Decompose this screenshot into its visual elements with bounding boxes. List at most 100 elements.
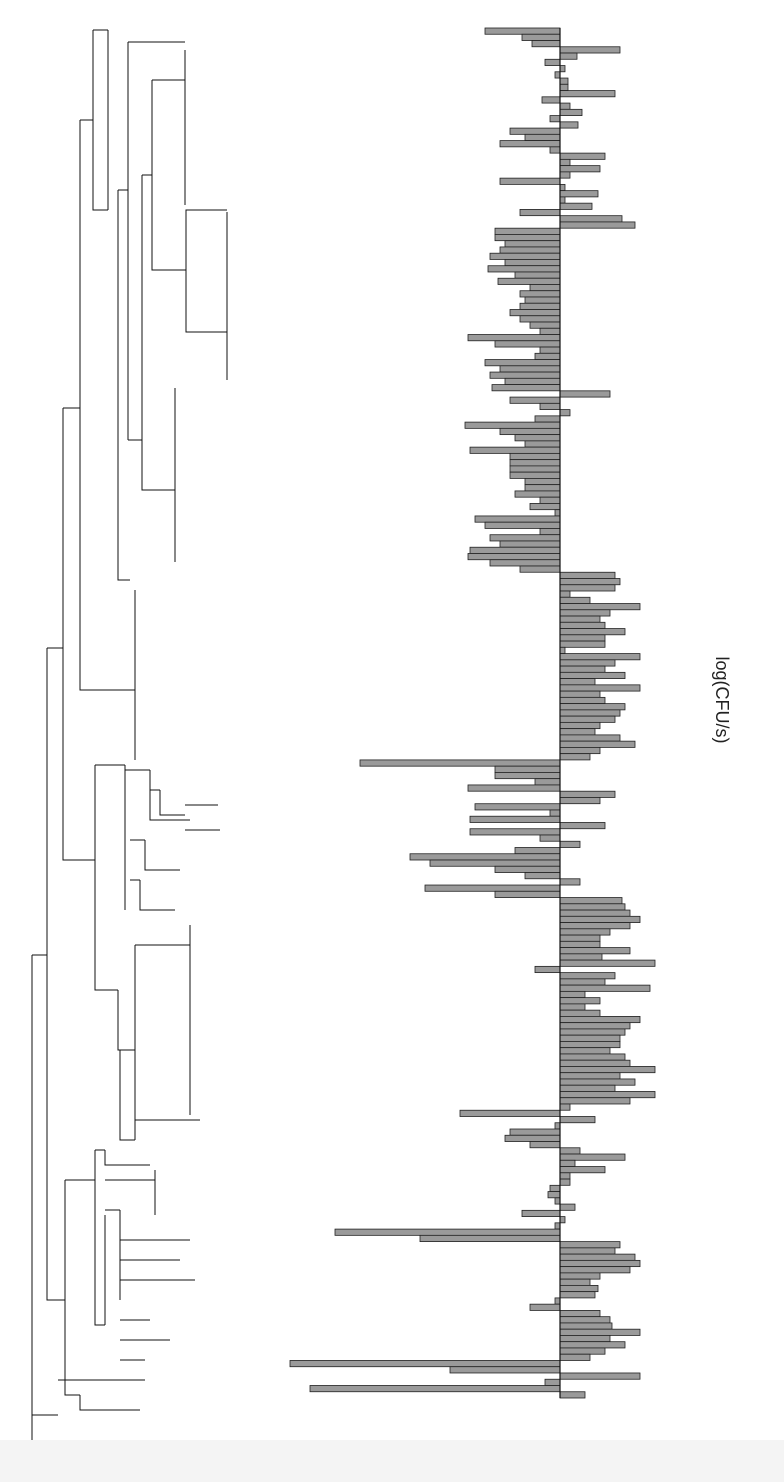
bar bbox=[529, 284, 561, 292]
bar bbox=[544, 1378, 561, 1386]
bar bbox=[559, 1347, 606, 1355]
bar bbox=[484, 521, 561, 529]
bar bbox=[559, 753, 591, 761]
bar bbox=[539, 496, 561, 504]
bar bbox=[509, 471, 561, 479]
bar bbox=[559, 1372, 641, 1380]
bar bbox=[474, 803, 561, 811]
bar bbox=[559, 715, 616, 723]
bar bbox=[494, 340, 561, 348]
bar bbox=[559, 984, 651, 992]
bar bbox=[334, 1228, 561, 1236]
bar bbox=[559, 915, 641, 923]
bar bbox=[559, 584, 616, 592]
bar bbox=[559, 671, 626, 679]
bar bbox=[534, 965, 561, 974]
bar bbox=[559, 1178, 571, 1186]
bar bbox=[559, 721, 601, 730]
bar bbox=[559, 665, 606, 673]
bar bbox=[559, 1072, 621, 1080]
bar bbox=[559, 646, 566, 654]
bar bbox=[494, 227, 561, 235]
bar bbox=[559, 940, 601, 948]
bar bbox=[559, 978, 606, 986]
bar bbox=[559, 959, 656, 967]
bar bbox=[539, 528, 561, 536]
bar bbox=[491, 384, 561, 392]
bar bbox=[559, 1322, 613, 1330]
bar bbox=[504, 1134, 561, 1142]
bar bbox=[539, 346, 561, 354]
bar bbox=[559, 1059, 631, 1067]
bar bbox=[559, 684, 641, 692]
bar bbox=[559, 909, 631, 917]
bar bbox=[539, 402, 561, 410]
bar bbox=[554, 1222, 561, 1230]
bar bbox=[559, 1266, 631, 1274]
bar bbox=[559, 1078, 636, 1086]
bar bbox=[559, 1259, 641, 1268]
bar bbox=[524, 872, 561, 880]
bar bbox=[499, 427, 561, 436]
bar bbox=[504, 377, 561, 385]
bar bbox=[467, 784, 561, 792]
bar bbox=[559, 634, 606, 642]
bar bbox=[524, 478, 561, 486]
bar bbox=[549, 1184, 561, 1192]
bar bbox=[559, 1147, 581, 1155]
bar bbox=[494, 772, 561, 780]
bar bbox=[559, 1003, 586, 1011]
bar bbox=[539, 327, 561, 335]
bar bbox=[514, 490, 561, 498]
bar bbox=[544, 58, 561, 66]
bar bbox=[559, 1278, 591, 1286]
bar bbox=[459, 1109, 561, 1117]
bar bbox=[534, 778, 561, 786]
bar bbox=[554, 1122, 561, 1130]
bar bbox=[424, 884, 561, 892]
bar bbox=[559, 947, 631, 955]
bar bbox=[484, 27, 561, 35]
bar bbox=[559, 1066, 656, 1074]
bar bbox=[499, 177, 561, 185]
bar bbox=[469, 546, 561, 554]
bar bbox=[554, 1297, 561, 1305]
bar bbox=[499, 540, 561, 548]
bar bbox=[559, 790, 616, 798]
bar bbox=[499, 365, 561, 373]
bar bbox=[467, 553, 561, 561]
bar bbox=[519, 565, 561, 573]
bar bbox=[524, 133, 561, 142]
bar bbox=[559, 65, 566, 73]
bar bbox=[519, 209, 561, 217]
bar bbox=[449, 1366, 561, 1374]
bar bbox=[494, 865, 561, 873]
bar bbox=[559, 1335, 611, 1343]
bar bbox=[497, 277, 561, 285]
bar bbox=[559, 1047, 611, 1055]
bar bbox=[467, 334, 561, 342]
bar bbox=[559, 653, 641, 661]
bar bbox=[559, 202, 593, 210]
bar bbox=[559, 1103, 571, 1111]
bar bbox=[559, 1016, 641, 1024]
bar bbox=[509, 396, 561, 404]
bar bbox=[529, 503, 561, 511]
bar bbox=[559, 221, 636, 229]
bar bbox=[559, 953, 603, 961]
bar bbox=[559, 1247, 616, 1255]
bar bbox=[559, 659, 616, 667]
bar bbox=[559, 196, 566, 204]
bar bbox=[559, 603, 641, 611]
bar bbox=[559, 747, 601, 755]
bar bbox=[559, 1310, 601, 1318]
bar bbox=[559, 390, 611, 398]
bar bbox=[559, 409, 571, 417]
bar bbox=[559, 152, 606, 160]
bar bbox=[559, 696, 606, 705]
bar bbox=[559, 215, 623, 223]
bar bbox=[559, 928, 611, 936]
bar bbox=[559, 903, 626, 911]
bar bbox=[549, 115, 561, 123]
bar bbox=[559, 90, 616, 98]
